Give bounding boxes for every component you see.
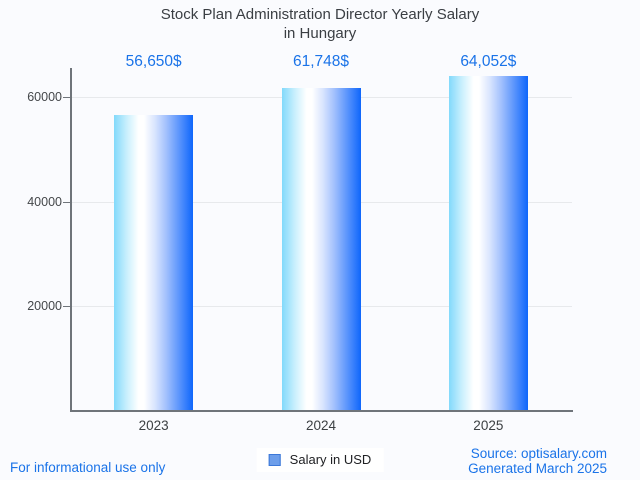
bar-value-label: 56,650$: [125, 53, 182, 70]
bar-2024[interactable]: [281, 87, 361, 411]
x-axis-label: 2025: [473, 418, 504, 433]
chart-title-line1: Stock Plan Administration Director Yearl…: [160, 6, 480, 23]
legend-item-salary[interactable]: Salary in USD: [256, 448, 384, 472]
y-axis-tick-label: 40000: [27, 194, 62, 209]
bar-value-label: 64,052$: [460, 53, 517, 70]
generated-text: Generated March 2025: [468, 461, 607, 476]
y-axis-tick-label: 60000: [27, 90, 62, 104]
legend-label: Salary in USD: [289, 452, 372, 467]
legend-swatch-icon: [268, 453, 281, 466]
disclaimer-text: For informational use only: [10, 460, 166, 475]
bar-2023[interactable]: [114, 114, 194, 411]
chart-title-line2: in Hungary: [283, 25, 357, 42]
bar-2025[interactable]: [448, 75, 528, 411]
x-axis-label: 2024: [305, 418, 337, 433]
y-axis-line: [70, 68, 72, 412]
y-axis-tick-label: 20000: [27, 299, 62, 314]
y-axis-tick: [63, 201, 70, 203]
x-axis-label: 2023: [138, 418, 169, 433]
y-axis-tick: [63, 306, 70, 308]
bar-value-label: 61,748$: [292, 53, 350, 70]
y-axis-tick: [63, 97, 70, 98]
chart-title: Stock Plan Administration Director Yearl…: [0, 5, 640, 43]
source-text: Source: optisalary.com: [470, 446, 607, 461]
source-info: Source: optisalary.com Generated March 2…: [468, 446, 607, 476]
x-axis-line: [70, 410, 573, 412]
